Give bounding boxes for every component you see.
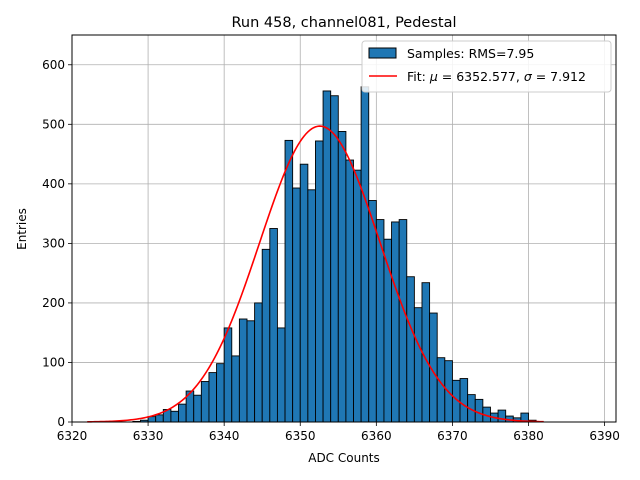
histogram-bar — [208, 372, 218, 423]
y-tick-label: 200 — [42, 296, 65, 310]
legend-samples-swatch — [368, 47, 397, 59]
histogram-bar — [474, 398, 484, 423]
histogram-bar — [307, 189, 316, 423]
legend-mu-value: = 6352.577, — [438, 69, 524, 84]
y-tick-label: 300 — [42, 236, 65, 250]
legend-sigma-symbol: σ — [524, 69, 533, 84]
chart-title: Run 458, channel081, Pedestal — [231, 15, 456, 31]
histogram-bar — [322, 90, 332, 423]
histogram-bar — [284, 139, 294, 423]
histogram-bar — [406, 276, 415, 423]
histogram-bar — [223, 327, 233, 423]
histogram-bar — [178, 403, 187, 423]
histogram-bar — [261, 248, 271, 423]
legend: Samples: RMS=7.95 Fit: μ = 6352.577, σ =… — [361, 40, 612, 93]
y-tick-label: 100 — [42, 355, 65, 369]
x-tick-label: 6360 — [361, 429, 392, 443]
histogram-bar — [345, 159, 354, 423]
y-tick-label: 0 — [57, 415, 65, 429]
histogram-bar — [391, 221, 400, 423]
histogram-bar — [360, 86, 370, 423]
legend-fit-prefix: Fit: — [407, 69, 430, 84]
x-tick-label: 6390 — [589, 429, 620, 443]
histogram-bar — [155, 414, 164, 423]
y-tick-label: 500 — [42, 117, 65, 131]
legend-box — [361, 40, 612, 93]
legend-sigma-value: = 7.912 — [532, 69, 586, 84]
legend-samples-label: Samples: RMS=7.95 — [407, 46, 534, 61]
x-axis-label: ADC Counts — [308, 451, 380, 465]
histogram-bar — [353, 169, 362, 423]
histogram-bar — [398, 219, 408, 423]
histogram-bar — [170, 410, 179, 423]
histogram-bar — [246, 320, 256, 423]
histogram-bar — [413, 307, 423, 423]
histogram-bar — [459, 378, 469, 423]
histogram-bar — [292, 187, 301, 423]
x-tick-label: 6380 — [513, 429, 544, 443]
legend-fit-label: Fit: μ = 6352.577, σ = 7.912 — [407, 69, 586, 84]
x-tick-label: 6350 — [285, 429, 316, 443]
histogram-bar — [193, 394, 202, 423]
y-tick-label: 400 — [42, 177, 65, 191]
y-axis: 0 100 200 300 400 500 600 — [42, 58, 72, 429]
x-tick-label: 6330 — [133, 429, 164, 443]
histogram-bar — [238, 318, 248, 423]
x-tick-label: 6320 — [57, 429, 88, 443]
histogram-bar — [231, 355, 240, 423]
histogram-bar — [216, 363, 225, 423]
histogram-bar — [497, 409, 507, 423]
plot-frame — [71, 34, 617, 423]
x-axis: 6320 6330 6340 6350 6360 6370 6380 6390 — [57, 422, 620, 443]
gaussian-fit-curve — [87, 125, 544, 423]
x-tick-label: 6370 — [437, 429, 468, 443]
histogram-bar — [315, 140, 324, 423]
histogram-bar — [254, 302, 263, 423]
histogram-bar — [299, 163, 309, 423]
histogram-bar — [276, 327, 286, 423]
histogram-bar — [330, 95, 339, 423]
histogram-bar — [200, 381, 210, 423]
y-tick-label: 600 — [42, 58, 65, 72]
y-axis-label: Entries — [15, 208, 29, 250]
histogram-bar — [436, 357, 446, 423]
histogram-bar — [269, 228, 278, 423]
x-tick-label: 6340 — [209, 429, 240, 443]
histogram-bar — [337, 131, 347, 423]
histogram-bar — [368, 200, 377, 423]
legend-mu-symbol: μ — [429, 69, 438, 84]
